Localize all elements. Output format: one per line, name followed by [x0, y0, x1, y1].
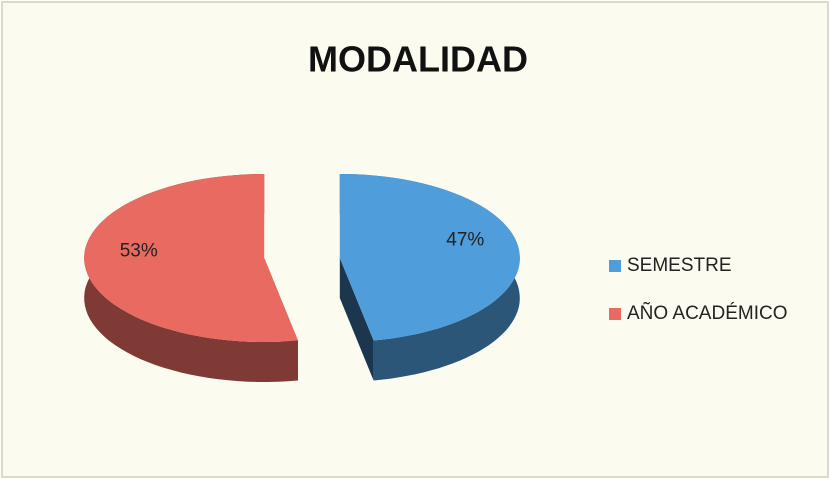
slice [339, 174, 520, 341]
slice [84, 174, 298, 342]
slice-wall [339, 258, 374, 381]
value-label: 47% [446, 229, 484, 250]
legend-swatch [609, 308, 621, 320]
chart-title: MODALIDAD [308, 39, 528, 80]
legend-swatch [609, 260, 621, 272]
value-label: 53% [120, 241, 158, 262]
legend-label: SEMESTRE [627, 255, 732, 276]
legend-label: AÑO ACADÉMICO [627, 302, 787, 324]
